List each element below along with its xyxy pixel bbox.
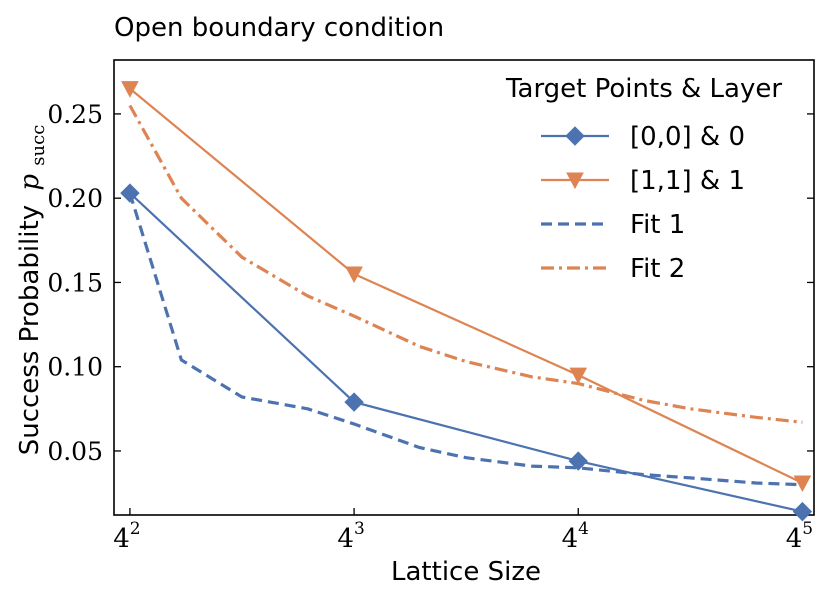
legend-label: Fit 1: [630, 210, 685, 240]
legend-entry: Fit 1: [541, 210, 685, 240]
x-axis-ticks: 42 43 44 45: [113, 508, 813, 554]
plot-frame: [113, 59, 815, 516]
y-tick-label: 0.15: [47, 268, 103, 297]
y-tick-label: 0.05: [47, 437, 103, 466]
y-tick-label: 0.10: [47, 353, 103, 382]
legend-marker: [565, 126, 585, 146]
x-tick-label: 43: [337, 519, 364, 554]
y-axis-label: Success Probability p succ: [15, 125, 49, 456]
data-point: [345, 266, 363, 284]
series-3: [128, 192, 803, 487]
x-axis-label: Lattice Size: [391, 557, 541, 587]
x-tick-label: 45: [786, 519, 813, 554]
series-layer: [120, 81, 813, 522]
data-point: [121, 81, 139, 98]
y-axis-ticks: 0.05 0.10 0.15 0.20 0.25: [47, 100, 814, 466]
series-line: [129, 87, 803, 484]
x-tick-label: 42: [113, 519, 140, 554]
legend-entry: [0,0] & 0: [541, 122, 745, 152]
legend-label: [1,1] & 1: [630, 166, 745, 196]
legend-entry: Fit 2: [541, 254, 685, 284]
y-axis-label-subscript: succ: [28, 125, 49, 166]
data-point: [568, 451, 588, 471]
data-point: [569, 367, 588, 385]
y-tick-label: 0.20: [47, 184, 103, 213]
legend-label: Fit 2: [630, 254, 685, 284]
legend-entry: [1,1] & 1: [541, 166, 745, 196]
series-1: [120, 183, 813, 522]
x-tick-label: 44: [562, 519, 589, 554]
series-line: [128, 104, 803, 424]
series-line: [129, 192, 803, 513]
data-point: [793, 475, 812, 493]
legend-title: Target Points & Layer: [505, 74, 782, 104]
y-tick-label: 0.25: [47, 100, 103, 129]
data-point: [792, 501, 813, 522]
data-point: [344, 392, 364, 412]
chart-title: Open boundary condition: [114, 13, 444, 43]
legend-marker: [566, 172, 584, 190]
svg-text:Success Probability p: Success Probability p succ: [15, 125, 49, 456]
y-axis-label-symbol: p: [15, 174, 45, 191]
series-4: [128, 104, 803, 424]
legend: Target Points & Layer [0,0] & 0 [1,1] & 1…: [505, 74, 782, 284]
series-2: [121, 81, 812, 493]
legend-label: [0,0] & 0: [630, 122, 745, 152]
y-axis-label-text: Success Probability: [15, 205, 45, 455]
series-line: [128, 192, 803, 487]
